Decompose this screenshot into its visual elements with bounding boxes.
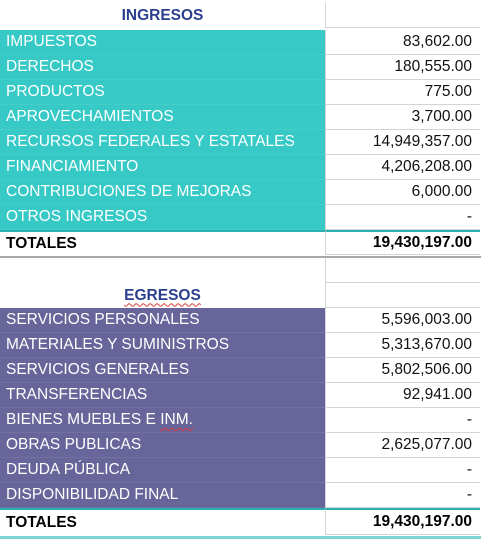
table-row: FINANCIAMIENTO 4,206,208.00 (0, 155, 481, 180)
empty-cell[interactable] (325, 258, 480, 283)
ingresos-title[interactable]: INGRESOS (0, 3, 325, 28)
empty-cell[interactable] (0, 258, 325, 283)
row-value[interactable]: 5,313,670.00 (325, 333, 480, 358)
egresos-total-label[interactable]: TOTALES (0, 508, 325, 535)
table-row: BIENES MUEBLES E INM. - (0, 408, 481, 433)
table-row: RECURSOS FEDERALES Y ESTATALES 14,949,35… (0, 130, 481, 155)
row-label[interactable]: SERVICIOS GENERALES (0, 358, 325, 383)
egresos-title[interactable]: EGRESOS (0, 283, 325, 308)
row-value[interactable]: 92,941.00 (325, 383, 480, 408)
table-row: APROVECHAMIENTOS 3,700.00 (0, 105, 481, 130)
ingresos-total-label[interactable]: TOTALES (0, 230, 325, 255)
row-label[interactable]: BIENES MUEBLES E INM. (0, 408, 325, 433)
table-row: DEUDA PÚBLICA - (0, 458, 481, 483)
row-label[interactable]: PRODUCTOS (0, 80, 325, 105)
row-label[interactable]: OTROS INGRESOS (0, 205, 325, 230)
table-row: OTROS INGRESOS - (0, 205, 481, 230)
row-value[interactable]: - (325, 458, 480, 483)
row-label[interactable]: DISPONIBILIDAD FINAL (0, 483, 325, 508)
egresos-header-empty-cell[interactable] (325, 283, 480, 308)
row-value[interactable]: 14,949,357.00 (325, 130, 480, 155)
row-label[interactable]: MATERIALES Y SUMINISTROS (0, 333, 325, 358)
row-value[interactable]: - (325, 205, 480, 230)
table-row: SERVICIOS GENERALES 5,802,506.00 (0, 358, 481, 383)
table-row: CONTRIBUCIONES DE MEJORAS 6,000.00 (0, 180, 481, 205)
row-value[interactable]: 5,596,003.00 (325, 308, 480, 333)
section-divider (0, 256, 481, 258)
row-label[interactable]: OBRAS PUBLICAS (0, 433, 325, 458)
row-value[interactable]: 83,602.00 (325, 30, 480, 55)
row-label[interactable]: DEUDA PÚBLICA (0, 458, 325, 483)
row-value[interactable]: - (325, 483, 480, 508)
row-label-prefix: BIENES MUEBLES E (6, 411, 161, 428)
bottom-border (0, 536, 481, 539)
row-label[interactable]: TRANSFERENCIAS (0, 383, 325, 408)
table-row: MATERIALES Y SUMINISTROS 5,313,670.00 (0, 333, 481, 358)
row-value[interactable]: 180,555.00 (325, 55, 480, 80)
row-label[interactable]: FINANCIAMIENTO (0, 155, 325, 180)
row-value[interactable]: 5,802,506.00 (325, 358, 480, 383)
row-label[interactable]: CONTRIBUCIONES DE MEJORAS (0, 180, 325, 205)
row-label-underlined: INM. (160, 411, 193, 428)
table-row: SERVICIOS PERSONALES 5,596,003.00 (0, 308, 481, 333)
table-row: DERECHOS 180,555.00 (0, 55, 481, 80)
ingresos-header-row: INGRESOS (0, 3, 481, 28)
row-value[interactable]: - (325, 408, 480, 433)
row-label[interactable]: APROVECHAMIENTOS (0, 105, 325, 130)
row-value[interactable]: 3,700.00 (325, 105, 480, 130)
row-value[interactable]: 2,625,077.00 (325, 433, 480, 458)
table-row: TRANSFERENCIAS 92,941.00 (0, 383, 481, 408)
table-row: PRODUCTOS 775.00 (0, 80, 481, 105)
row-label[interactable]: IMPUESTOS (0, 30, 325, 55)
table-row: OBRAS PUBLICAS 2,625,077.00 (0, 433, 481, 458)
egresos-total-row: TOTALES 19,430,197.00 (0, 508, 481, 535)
row-value[interactable]: 4,206,208.00 (325, 155, 480, 180)
ingresos-total-row: TOTALES 19,430,197.00 (0, 230, 481, 255)
row-label[interactable]: SERVICIOS PERSONALES (0, 308, 325, 333)
row-value[interactable]: 775.00 (325, 80, 480, 105)
egresos-header-row: EGRESOS (0, 283, 481, 308)
egresos-total-value[interactable]: 19,430,197.00 (325, 508, 480, 535)
empty-row (0, 258, 481, 283)
table-row: DISPONIBILIDAD FINAL - (0, 483, 481, 508)
ingresos-header-empty-cell[interactable] (325, 3, 480, 28)
table-row: IMPUESTOS 83,602.00 (0, 30, 481, 55)
egresos-title-text: EGRESOS (124, 286, 201, 304)
row-value[interactable]: 6,000.00 (325, 180, 480, 205)
row-label[interactable]: RECURSOS FEDERALES Y ESTATALES (0, 130, 325, 155)
row-label[interactable]: DERECHOS (0, 55, 325, 80)
ingresos-total-value[interactable]: 19,430,197.00 (325, 230, 480, 255)
